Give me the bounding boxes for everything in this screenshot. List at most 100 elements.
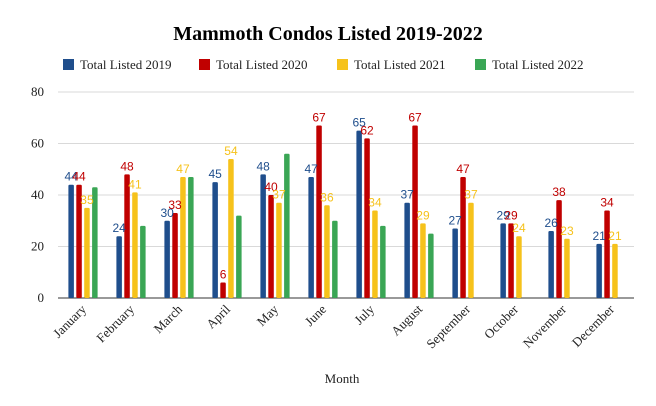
- y-axis: 0 20 40 60 80: [31, 84, 44, 305]
- data-label: 48: [256, 159, 270, 173]
- bar: [548, 231, 554, 298]
- x-tick-label: June: [302, 301, 330, 329]
- bar: [268, 195, 274, 298]
- legend-item: Total Listed 2022: [475, 57, 584, 72]
- legend-swatch: [63, 59, 74, 70]
- data-label: 24: [112, 221, 126, 235]
- bar: [188, 176, 194, 298]
- data-label: 29: [504, 208, 518, 222]
- data-label: 38: [552, 185, 566, 199]
- bar: [276, 202, 282, 298]
- data-label: 67: [408, 110, 422, 124]
- bar: [140, 225, 146, 298]
- x-tick-label: April: [203, 301, 233, 331]
- data-label: 47: [456, 162, 470, 176]
- bar: [556, 200, 562, 298]
- data-label: 36: [320, 190, 334, 204]
- legend-swatch: [337, 59, 348, 70]
- data-label: 45: [208, 167, 222, 181]
- y-tick-label: 80: [31, 84, 44, 99]
- x-tick-label: October: [481, 301, 522, 342]
- bar: [92, 187, 98, 298]
- bar: [332, 220, 338, 298]
- bar: [212, 182, 218, 298]
- data-label: 41: [128, 177, 142, 191]
- y-tick-label: 20: [31, 239, 44, 254]
- data-label: 21: [608, 229, 622, 243]
- data-label: 29: [416, 208, 430, 222]
- data-label: 6: [220, 268, 227, 282]
- bar: [180, 176, 186, 298]
- x-tick-label: July: [351, 301, 377, 327]
- data-label: 21: [592, 229, 606, 243]
- data-label: 29: [496, 208, 510, 222]
- legend-swatch: [475, 59, 486, 70]
- legend-label: Total Listed 2020: [216, 57, 308, 72]
- x-tick-label: January: [50, 301, 90, 341]
- data-label: 23: [560, 224, 574, 238]
- x-axis-label: Month: [325, 371, 360, 386]
- bar: [76, 184, 82, 298]
- bar: [380, 225, 386, 298]
- data-label: 44: [64, 170, 78, 184]
- x-tick-label: February: [93, 301, 137, 345]
- data-label: 34: [600, 195, 614, 209]
- gridlines: [58, 91, 634, 299]
- bar: [452, 228, 458, 298]
- data-label: 33: [168, 198, 182, 212]
- bar: [412, 125, 418, 298]
- y-tick-label: 0: [38, 290, 45, 305]
- data-label: 24: [512, 221, 526, 235]
- data-label: 30: [160, 206, 174, 220]
- x-axis: January February March April May June July Augu…: [50, 301, 618, 351]
- legend-label: Total Listed 2019: [80, 57, 172, 72]
- legend-label: Total Listed 2022: [492, 57, 584, 72]
- bar: [68, 184, 74, 298]
- y-tick-label: 60: [31, 136, 44, 151]
- data-label: 35: [80, 193, 94, 207]
- x-tick-label: November: [520, 301, 570, 351]
- bar: [612, 243, 618, 298]
- x-tick-label: December: [569, 301, 618, 350]
- bar: [420, 223, 426, 298]
- legend-swatch: [199, 59, 210, 70]
- bar: [324, 205, 330, 298]
- data-label: 47: [176, 162, 190, 176]
- bar: [404, 202, 410, 298]
- bar: [116, 236, 122, 298]
- bar: [284, 153, 290, 298]
- data-label: 65: [352, 116, 366, 130]
- legend-label: Total Listed 2021: [354, 57, 446, 72]
- x-tick-label: March: [151, 301, 186, 336]
- bar: [564, 238, 570, 298]
- y-tick-label: 40: [31, 187, 44, 202]
- bar: [460, 176, 466, 298]
- bar: [604, 210, 610, 298]
- bar: [132, 192, 138, 298]
- data-label: 26: [544, 216, 558, 230]
- bar: [84, 207, 90, 298]
- legend: Total Listed 2019 Total Listed 2020 Total …: [63, 57, 584, 72]
- bar: [468, 202, 474, 298]
- bar: [172, 213, 178, 298]
- data-label: 27: [448, 213, 462, 227]
- data-label: 40: [264, 180, 278, 194]
- bar: [124, 174, 130, 298]
- bar: [364, 138, 370, 298]
- bar: [228, 158, 234, 298]
- x-tick-label: May: [254, 301, 282, 329]
- legend-item: Total Listed 2020: [199, 57, 308, 72]
- data-label: 37: [400, 188, 414, 202]
- data-label: 44: [72, 170, 86, 184]
- data-label: 37: [464, 188, 478, 202]
- bar: [596, 243, 602, 298]
- chart-title: Mammoth Condos Listed 2019-2022: [173, 23, 482, 45]
- data-label: 54: [224, 144, 238, 158]
- bar: [164, 220, 170, 298]
- bar: [508, 223, 514, 298]
- bar: [500, 223, 506, 298]
- bar: [220, 282, 226, 298]
- x-tick-label: August: [388, 301, 425, 338]
- data-label: 37: [272, 188, 286, 202]
